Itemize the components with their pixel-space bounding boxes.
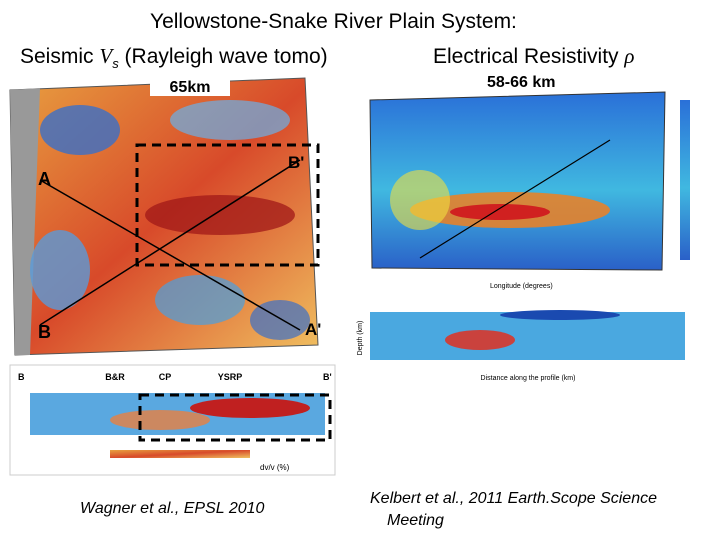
anomaly (170, 100, 290, 140)
anomaly (445, 330, 515, 350)
point-label: B (38, 322, 51, 342)
anomaly (40, 105, 120, 155)
anomaly (110, 410, 210, 430)
anomaly (30, 230, 90, 310)
point-label: A' (305, 320, 321, 339)
section-end: B' (323, 372, 332, 382)
anomaly (450, 204, 550, 220)
section-end: B (18, 372, 25, 382)
focus-box (138, 393, 332, 442)
map-label: 65km (170, 79, 211, 96)
title-resistivity: Electrical Resistivity ρ (433, 44, 634, 69)
anomaly (155, 275, 245, 325)
symbol: ρ (624, 44, 635, 68)
seismic-map: 65km A B' B A' (9, 77, 321, 356)
axis-label: Longitude (degrees) (490, 283, 553, 290)
point-label: B' (288, 153, 304, 172)
symbol: V (99, 44, 113, 68)
title-line: Yellowstone-Snake River Plain System: (150, 10, 517, 33)
anomaly (390, 170, 450, 230)
axis-label: Depth (km) (357, 321, 364, 356)
ocean (10, 88, 40, 355)
caption: Kelbert et al., 2011 Earth.Scope Science (370, 490, 657, 507)
axis-label: Distance along the profile (km) (481, 375, 576, 382)
title-seismic: Seismic Vs (Rayleigh wave tomo) (20, 44, 328, 71)
profile-line (419, 139, 611, 259)
focus-box (135, 143, 320, 267)
map-label: 58-66 km (487, 74, 556, 91)
text: Electrical Resistivity (433, 45, 619, 68)
text: Seismic (20, 45, 94, 68)
text: (Rayleigh wave tomo) (124, 45, 328, 68)
anomaly (500, 310, 620, 320)
colorbar (680, 100, 690, 260)
section-label: YSRP (218, 372, 243, 382)
anomaly (190, 398, 310, 418)
profile-line (39, 159, 301, 326)
caption: Wagner et al., EPSL 2010 (80, 500, 265, 517)
subscript: s (112, 56, 119, 72)
point-label: A (38, 169, 51, 189)
colorbar-label: dv/v (%) (260, 463, 290, 472)
resistivity-section: Depth (km) Distance along the profile (k… (357, 310, 685, 382)
resistivity-map: 58-66 km Longitude (degrees) (355, 70, 695, 290)
section-label: B&R (105, 372, 125, 382)
seismic-section: B B' B&R CP YSRP dv/v (%) (9, 364, 336, 476)
colorbar (110, 450, 250, 458)
map-area (369, 91, 666, 271)
section-label: CP (159, 372, 172, 382)
section-image (370, 312, 685, 360)
profile-line (39, 179, 301, 331)
label-bg (150, 78, 230, 96)
caption: Meeting (387, 512, 444, 529)
anomaly (145, 195, 295, 235)
